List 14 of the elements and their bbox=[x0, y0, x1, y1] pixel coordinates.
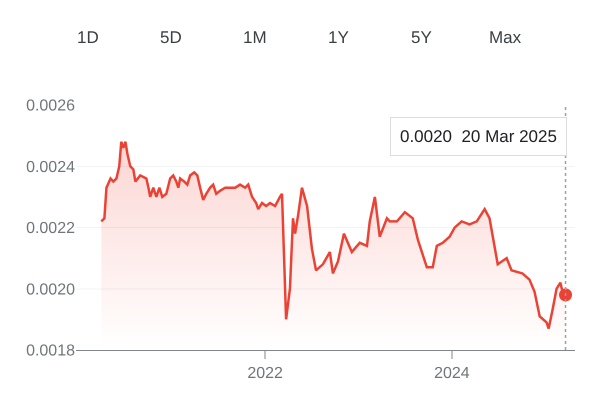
y-tick-label: 0.0022 bbox=[26, 220, 76, 238]
annotation: 0.0020 20 Mar 2025 bbox=[400, 127, 557, 146]
text: Max bbox=[489, 28, 522, 47]
y-tick-label: 0.0026 bbox=[26, 98, 76, 115]
y-tick-label: 0.0018 bbox=[26, 342, 76, 360]
text: 1Y bbox=[328, 28, 349, 47]
text: 1D bbox=[77, 28, 99, 47]
text: 5D bbox=[160, 28, 182, 47]
y-tick-label: 0.0024 bbox=[26, 158, 76, 176]
y-tick-label: 0.0020 bbox=[26, 281, 76, 298]
text: 1M bbox=[243, 28, 267, 47]
x-tick-label: 2022 bbox=[247, 365, 284, 382]
text: 5Y bbox=[411, 28, 432, 47]
x-tick-label: 2024 bbox=[434, 365, 470, 382]
